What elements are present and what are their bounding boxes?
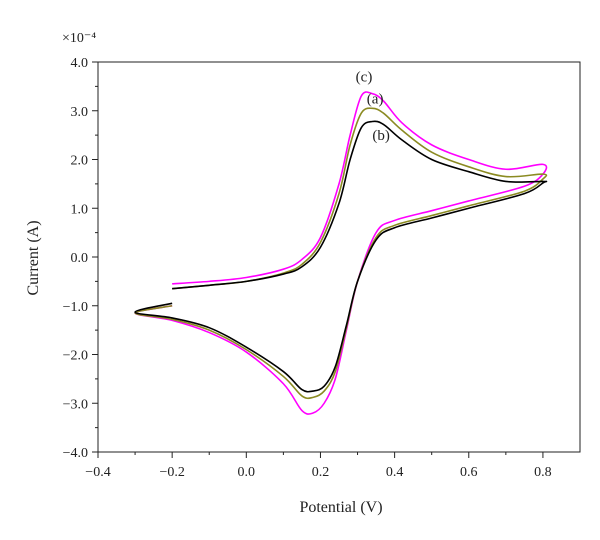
y-axis-label: Current (A) (25, 220, 42, 295)
curve-annotations: (c) (a) (b) (356, 70, 390, 145)
curve-annotation: (b) (372, 128, 390, 144)
plot-frame (97, 61, 581, 453)
curve-annotation: (a) (367, 91, 384, 107)
x-tick-label: 0.6 (460, 465, 478, 480)
x-tick-label: −0.2 (159, 465, 184, 480)
series-lines (134, 91, 548, 415)
x-tick-label: 0.2 (312, 465, 330, 480)
x-tick-label: 0.8 (534, 465, 552, 480)
x-tick-label: 0.4 (386, 465, 404, 480)
y-tick-label: −3.0 (63, 397, 88, 412)
x-tick-label: −0.4 (85, 465, 110, 480)
tick-marks (92, 61, 544, 458)
y-tick-label: −1.0 (63, 300, 88, 315)
y-tick-label: 2.0 (71, 154, 89, 169)
curve-annotation: (c) (356, 70, 373, 86)
series-a-line (134, 107, 548, 400)
y-tick-label: 3.0 (71, 105, 89, 120)
axes-frame (97, 61, 581, 453)
y-multiplier-label: ×10⁻⁴ (62, 31, 96, 46)
y-tick-label: −4.0 (63, 446, 88, 461)
series-c-line (134, 91, 548, 415)
x-tick-label: 0.0 (238, 465, 256, 480)
x-axis-label: Potential (V) (299, 499, 382, 516)
y-tick-label: −2.0 (63, 349, 88, 364)
tick-labels: −0.4 −0.2 0.0 0.2 0.4 0.6 0.8 −4.0 −3.0 −2.0 −1.0 0… (63, 56, 552, 480)
series-b-line (134, 120, 548, 393)
y-tick-label: 1.0 (71, 202, 89, 217)
y-tick-label: 0.0 (71, 251, 89, 266)
y-tick-label: 4.0 (71, 56, 89, 71)
